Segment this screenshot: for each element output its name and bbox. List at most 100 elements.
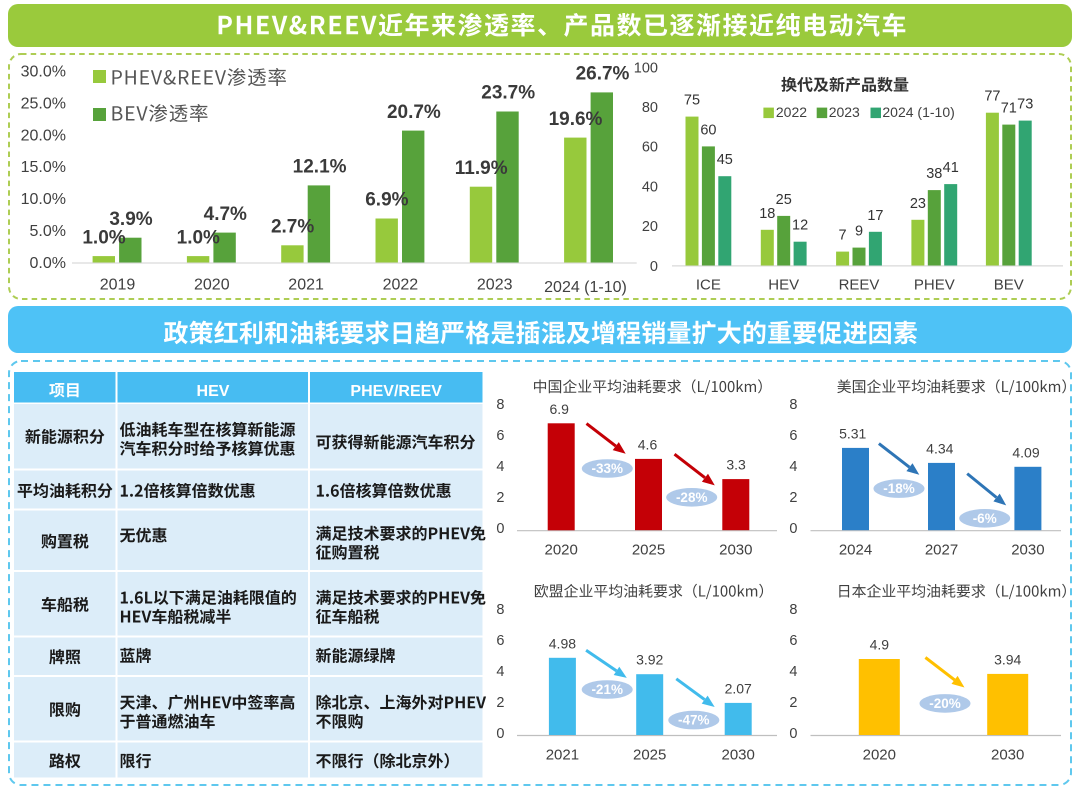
svg-text:3.9%: 3.9%	[109, 209, 152, 230]
svg-text:3.3: 3.3	[726, 457, 746, 473]
svg-text:20.7%: 20.7%	[387, 102, 441, 123]
svg-text:-47%: -47%	[678, 713, 710, 728]
svg-text:4.6: 4.6	[638, 436, 658, 452]
svg-text:26.7%: 26.7%	[576, 64, 630, 85]
svg-text:8: 8	[789, 397, 797, 413]
svg-text:HEV: HEV	[197, 383, 230, 400]
svg-text:73: 73	[1017, 97, 1033, 113]
svg-text:100: 100	[634, 60, 658, 76]
svg-text:12.1%: 12.1%	[293, 157, 347, 178]
svg-text:20.0%: 20.0%	[21, 127, 66, 144]
svg-text:40: 40	[642, 179, 658, 195]
svg-text:19.6%: 19.6%	[549, 109, 603, 130]
svg-text:3.94: 3.94	[994, 651, 1021, 667]
svg-text:1.0%: 1.0%	[82, 227, 125, 248]
svg-text:2022: 2022	[383, 277, 419, 294]
svg-text:2025: 2025	[633, 747, 666, 764]
svg-text:71: 71	[1001, 101, 1017, 117]
svg-text:2024 (1-10): 2024 (1-10)	[882, 104, 954, 120]
svg-text:-28%: -28%	[676, 490, 708, 505]
svg-text:-20%: -20%	[929, 696, 961, 711]
svg-text:ICE: ICE	[696, 277, 721, 294]
svg-text:2: 2	[789, 695, 797, 711]
svg-text:60: 60	[700, 122, 716, 138]
svg-text:11.9%: 11.9%	[455, 158, 508, 179]
svg-text:2022: 2022	[776, 104, 807, 120]
svg-text:6.9%: 6.9%	[365, 190, 408, 211]
svg-text:8: 8	[496, 602, 504, 618]
svg-text:2030: 2030	[1011, 542, 1044, 559]
svg-text:2021: 2021	[288, 277, 324, 294]
svg-text:2: 2	[496, 695, 504, 711]
svg-text:2030: 2030	[722, 747, 755, 764]
svg-text:2023: 2023	[829, 104, 860, 120]
svg-text:4: 4	[496, 459, 504, 475]
svg-text:2.07: 2.07	[725, 680, 752, 696]
svg-text:20: 20	[642, 219, 658, 235]
svg-text:2025: 2025	[632, 542, 665, 559]
svg-text:5.0%: 5.0%	[30, 223, 66, 240]
svg-text:0: 0	[496, 726, 504, 742]
svg-text:23.7%: 23.7%	[481, 83, 535, 104]
svg-text:25: 25	[776, 192, 792, 208]
svg-text:77: 77	[984, 89, 1000, 105]
svg-text:2: 2	[789, 490, 797, 506]
svg-text:6: 6	[496, 633, 504, 649]
svg-text:8: 8	[496, 397, 504, 413]
svg-text:0: 0	[496, 521, 504, 537]
svg-text:2021: 2021	[546, 747, 579, 764]
svg-text:-6%: -6%	[973, 511, 997, 526]
svg-text:-18%: -18%	[883, 481, 915, 496]
svg-text:60: 60	[642, 140, 658, 156]
svg-text:6: 6	[789, 428, 797, 444]
svg-text:2020: 2020	[194, 277, 230, 294]
svg-text:2027: 2027	[925, 542, 958, 559]
svg-text:75: 75	[684, 93, 700, 109]
svg-text:1.0%: 1.0%	[177, 227, 220, 248]
svg-text:HEV: HEV	[768, 277, 799, 294]
svg-text:12: 12	[792, 218, 808, 234]
svg-text:REEV: REEV	[839, 277, 880, 294]
svg-text:6: 6	[496, 428, 504, 444]
svg-text:80: 80	[642, 100, 658, 116]
svg-text:2.7%: 2.7%	[271, 217, 314, 238]
svg-text:BEV: BEV	[994, 277, 1024, 294]
svg-text:-21%: -21%	[591, 682, 623, 697]
svg-text:4.98: 4.98	[549, 635, 576, 651]
svg-text:25.0%: 25.0%	[21, 96, 66, 113]
svg-text:15.0%: 15.0%	[21, 159, 66, 176]
svg-text:4.34: 4.34	[926, 440, 953, 456]
svg-text:0: 0	[789, 726, 797, 742]
svg-text:5.31: 5.31	[839, 425, 866, 441]
svg-text:2024 (1-10): 2024 (1-10)	[544, 279, 627, 296]
svg-text:17: 17	[867, 208, 883, 224]
svg-text:45: 45	[717, 152, 733, 168]
svg-text:PHEV/REEV: PHEV/REEV	[350, 383, 442, 400]
svg-text:3.92: 3.92	[636, 652, 663, 668]
svg-text:4.9: 4.9	[870, 637, 890, 653]
svg-text:2030: 2030	[719, 542, 752, 559]
svg-text:6: 6	[789, 633, 797, 649]
svg-text:2: 2	[496, 490, 504, 506]
svg-text:0: 0	[650, 259, 658, 275]
svg-text:30.0%: 30.0%	[21, 64, 66, 81]
svg-text:4: 4	[789, 664, 797, 680]
svg-text:2024: 2024	[839, 542, 872, 559]
svg-text:41: 41	[943, 160, 959, 176]
svg-text:2019: 2019	[100, 277, 136, 294]
svg-text:2030: 2030	[991, 747, 1024, 764]
svg-text:4.09: 4.09	[1012, 444, 1039, 460]
svg-text:PHEV: PHEV	[914, 277, 955, 294]
svg-text:2020: 2020	[545, 542, 578, 559]
svg-text:18: 18	[759, 206, 775, 222]
svg-text:4.7%: 4.7%	[204, 204, 247, 225]
svg-text:4: 4	[496, 664, 504, 680]
svg-text:-33%: -33%	[592, 461, 624, 476]
svg-text:0: 0	[789, 521, 797, 537]
svg-text:6.9: 6.9	[549, 401, 569, 417]
svg-text:9: 9	[855, 224, 863, 240]
svg-text:7: 7	[839, 228, 847, 244]
svg-text:10.0%: 10.0%	[21, 191, 66, 208]
svg-text:0.0%: 0.0%	[30, 255, 66, 272]
svg-text:38: 38	[926, 166, 942, 182]
